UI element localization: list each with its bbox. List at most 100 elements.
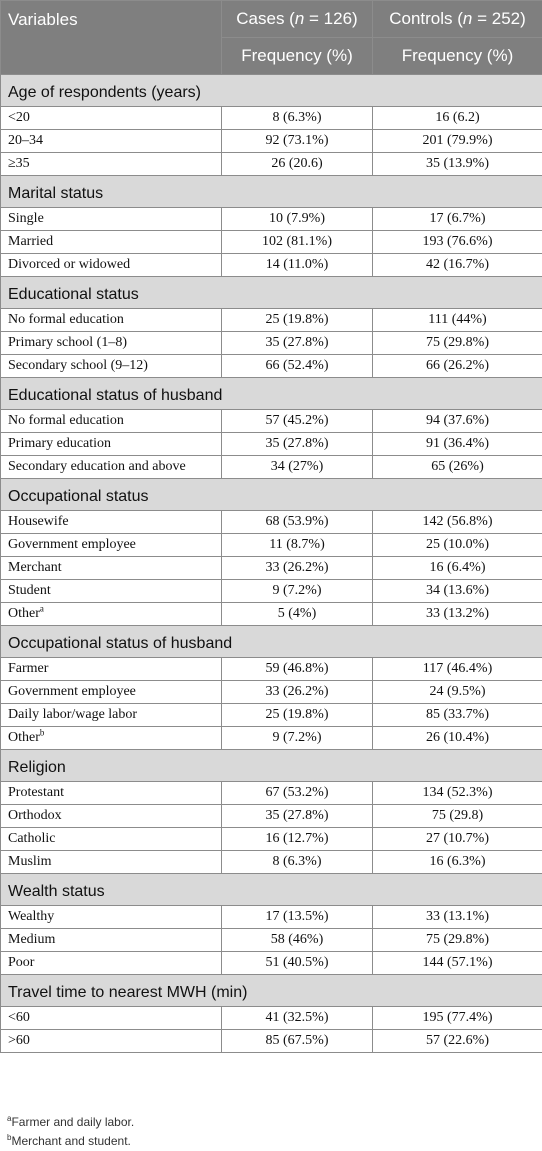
section-title: Wealth status	[0, 873, 542, 906]
row-label-cell: Housewife	[0, 510, 222, 534]
table-row: Protestant 67 (53.2%) 134 (52.3%)	[0, 781, 542, 805]
table-row: Wealthy 17 (13.5%) 33 (13.1%)	[0, 905, 542, 929]
row-label-cell: >60	[0, 1029, 222, 1053]
controls-value: 66 (26.2%)	[372, 354, 542, 378]
table-row: Secondary education and above 34 (27%) 65 …	[0, 455, 542, 479]
row-label-cell: Secondary school (9–12)	[0, 354, 222, 378]
section-header-row: Religion	[0, 749, 542, 782]
row-label: 20–34	[8, 133, 43, 148]
controls-value: 75 (29.8)	[372, 804, 542, 828]
controls-value: 91 (36.4%)	[372, 432, 542, 456]
table-row: Muslim 8 (6.3%) 16 (6.3%)	[0, 850, 542, 874]
row-label: Housewife	[8, 514, 69, 529]
cases-value: 25 (19.8%)	[221, 308, 373, 332]
controls-value: 26 (10.4%)	[372, 726, 542, 750]
table-row: Primary school (1–8) 35 (27.8%) 75 (29.8%)	[0, 331, 542, 355]
cases-value: 34 (27%)	[221, 455, 373, 479]
controls-value: 16 (6.3%)	[372, 850, 542, 874]
row-label: Secondary school (9–12)	[8, 358, 148, 373]
cases-value: 68 (53.9%)	[221, 510, 373, 534]
cases-value: 9 (7.2%)	[221, 726, 373, 750]
row-label-cell: Farmer	[0, 657, 222, 681]
cases-value: 17 (13.5%)	[221, 905, 373, 929]
cases-value: 9 (7.2%)	[221, 579, 373, 603]
row-label-cell: Wealthy	[0, 905, 222, 929]
table-row: Othera 5 (4%) 33 (13.2%)	[0, 602, 542, 626]
table-row: Orthodox 35 (27.8%) 75 (29.8)	[0, 804, 542, 828]
section-header-row: Travel time to nearest MWH (min)	[0, 974, 542, 1007]
row-label-cell: Secondary education and above	[0, 455, 222, 479]
row-label: Student	[8, 583, 51, 598]
row-label: Government employee	[8, 537, 136, 552]
table-row: 20–34 92 (73.1%) 201 (79.9%)	[0, 129, 542, 153]
cases-value: 59 (46.8%)	[221, 657, 373, 681]
cases-value: 66 (52.4%)	[221, 354, 373, 378]
row-label: <60	[8, 1010, 30, 1025]
section-title: Educational status	[0, 276, 542, 309]
footnote: aFarmer and daily labor.	[7, 1113, 134, 1132]
table-row: >60 85 (67.5%) 57 (22.6%)	[0, 1029, 542, 1053]
row-label: Secondary education and above	[8, 459, 186, 474]
table-row: Government employee 33 (26.2%) 24 (9.5%)	[0, 680, 542, 704]
row-label: Daily labor/wage labor	[8, 707, 138, 722]
controls-value: 33 (13.2%)	[372, 602, 542, 626]
row-label: Government employee	[8, 684, 136, 699]
table-row: ≥35 26 (20.6) 35 (13.9%)	[0, 152, 542, 176]
row-label: Other	[8, 606, 40, 621]
table-row: <60 41 (32.5%) 195 (77.4%)	[0, 1006, 542, 1030]
section-title: Age of respondents (years)	[0, 74, 542, 107]
cases-value: 58 (46%)	[221, 928, 373, 952]
table-row: Secondary school (9–12) 66 (52.4%) 66 (26.…	[0, 354, 542, 378]
section-header-row: Age of respondents (years)	[0, 74, 542, 107]
row-label: Protestant	[8, 785, 64, 800]
section-header-row: Marital status	[0, 175, 542, 208]
section-title: Occupational status of husband	[0, 625, 542, 658]
table-row: Divorced or widowed 14 (11.0%) 42 (16.7%)	[0, 253, 542, 277]
row-label-cell: Student	[0, 579, 222, 603]
footnote-text: Merchant and student.	[11, 1134, 131, 1148]
cases-value: 33 (26.2%)	[221, 556, 373, 580]
controls-value: 111 (44%)	[372, 308, 542, 332]
controls-value: 24 (9.5%)	[372, 680, 542, 704]
header-cases-rest: = 126)	[304, 9, 358, 28]
table-row: Otherb 9 (7.2%) 26 (10.4%)	[0, 726, 542, 750]
row-label-cell: No formal education	[0, 409, 222, 433]
cases-value: 35 (27.8%)	[221, 432, 373, 456]
section-title: Educational status of husband	[0, 377, 542, 410]
row-label: Other	[8, 730, 40, 745]
header-frequency-controls: Frequency (%)	[372, 37, 542, 75]
data-table: Variables Cases (n = 126) Controls (n = …	[0, 0, 542, 1053]
table-row: Catholic 16 (12.7%) 27 (10.7%)	[0, 827, 542, 851]
footnote-mark: b	[7, 1133, 12, 1142]
row-label-cell: Medium	[0, 928, 222, 952]
cases-value: 10 (7.9%)	[221, 207, 373, 231]
section-title: Travel time to nearest MWH (min)	[0, 974, 542, 1007]
row-label-cell: Muslim	[0, 850, 222, 874]
header-controls-label: Controls (	[389, 9, 463, 28]
section-header-row: Occupational status of husband	[0, 625, 542, 658]
controls-value: 17 (6.7%)	[372, 207, 542, 231]
table-row: Farmer 59 (46.8%) 117 (46.4%)	[0, 657, 542, 681]
row-label: <20	[8, 110, 30, 125]
row-label-cell: Government employee	[0, 533, 222, 557]
controls-value: 85 (33.7%)	[372, 703, 542, 727]
cases-value: 51 (40.5%)	[221, 951, 373, 975]
table-body: Variables Cases (n = 126) Controls (n = …	[0, 0, 542, 1053]
controls-value: 144 (57.1%)	[372, 951, 542, 975]
row-label: Merchant	[8, 560, 62, 575]
controls-value: 42 (16.7%)	[372, 253, 542, 277]
section-title: Occupational status	[0, 478, 542, 511]
row-label-cell: No formal education	[0, 308, 222, 332]
row-label: Wealthy	[8, 909, 55, 924]
row-label-cell: Catholic	[0, 827, 222, 851]
footnotes: aFarmer and daily labor. bMerchant and st…	[7, 1113, 134, 1151]
table-row: <20 8 (6.3%) 16 (6.2)	[0, 106, 542, 130]
controls-value: 94 (37.6%)	[372, 409, 542, 433]
row-label-cell: Government employee	[0, 680, 222, 704]
row-label-cell: 20–34	[0, 129, 222, 153]
cases-value: 57 (45.2%)	[221, 409, 373, 433]
header-controls-n: n	[462, 9, 473, 28]
controls-value: 27 (10.7%)	[372, 827, 542, 851]
controls-value: 57 (22.6%)	[372, 1029, 542, 1053]
cases-value: 33 (26.2%)	[221, 680, 373, 704]
